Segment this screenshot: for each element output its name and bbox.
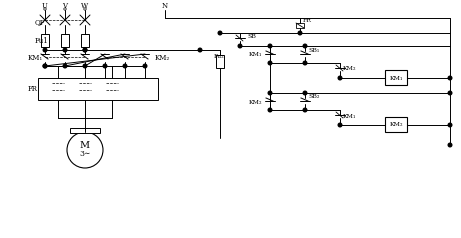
Text: Fu₂: Fu₂ [214,54,225,59]
Circle shape [43,64,47,68]
Circle shape [448,123,452,127]
Circle shape [43,64,47,68]
Bar [61,34,69,47]
Circle shape [238,44,242,48]
Circle shape [448,76,452,80]
Text: W: W [82,2,89,10]
Text: M: M [80,142,90,150]
Bar [38,78,158,100]
Text: KM₁: KM₁ [343,114,356,119]
Text: KM₂: KM₂ [389,123,403,128]
Circle shape [83,48,87,52]
Text: KM₂: KM₂ [343,66,356,71]
Text: SB₂: SB₂ [308,94,319,99]
Bar [81,34,89,47]
Circle shape [268,91,272,95]
Bar [216,55,224,68]
Circle shape [448,143,452,147]
Circle shape [63,64,67,68]
Bar [385,70,407,85]
Circle shape [43,48,47,52]
Circle shape [123,64,127,68]
Text: KM₂: KM₂ [155,54,170,62]
Circle shape [338,76,342,80]
Circle shape [103,64,107,68]
Circle shape [303,91,307,95]
Text: KM₁: KM₁ [248,53,262,58]
Text: QF: QF [35,18,46,26]
Text: KM₂: KM₂ [248,99,262,104]
Circle shape [218,31,222,35]
Circle shape [268,61,272,65]
Circle shape [448,91,452,95]
Text: KM₁: KM₁ [28,54,43,62]
Circle shape [338,123,342,127]
Text: KM₁: KM₁ [389,75,403,80]
Text: SB: SB [247,35,256,40]
Circle shape [303,61,307,65]
Text: 3∼: 3∼ [79,150,91,158]
Text: SB₁: SB₁ [308,48,319,53]
Bar [70,128,100,133]
Circle shape [298,31,302,35]
Circle shape [67,132,103,168]
Circle shape [303,108,307,112]
Bar [296,23,304,28]
Text: V: V [63,2,67,10]
Bar [41,34,49,47]
Text: N: N [162,2,168,10]
Bar [385,117,407,132]
Text: Fu1: Fu1 [35,37,49,45]
Text: FR: FR [28,85,38,93]
Circle shape [63,48,67,52]
Circle shape [303,44,307,48]
Text: U: U [42,2,48,10]
Circle shape [268,108,272,112]
Circle shape [268,44,272,48]
Circle shape [83,64,87,68]
Circle shape [83,48,87,52]
Text: FR: FR [303,19,312,24]
Circle shape [198,48,202,52]
Circle shape [143,64,147,68]
